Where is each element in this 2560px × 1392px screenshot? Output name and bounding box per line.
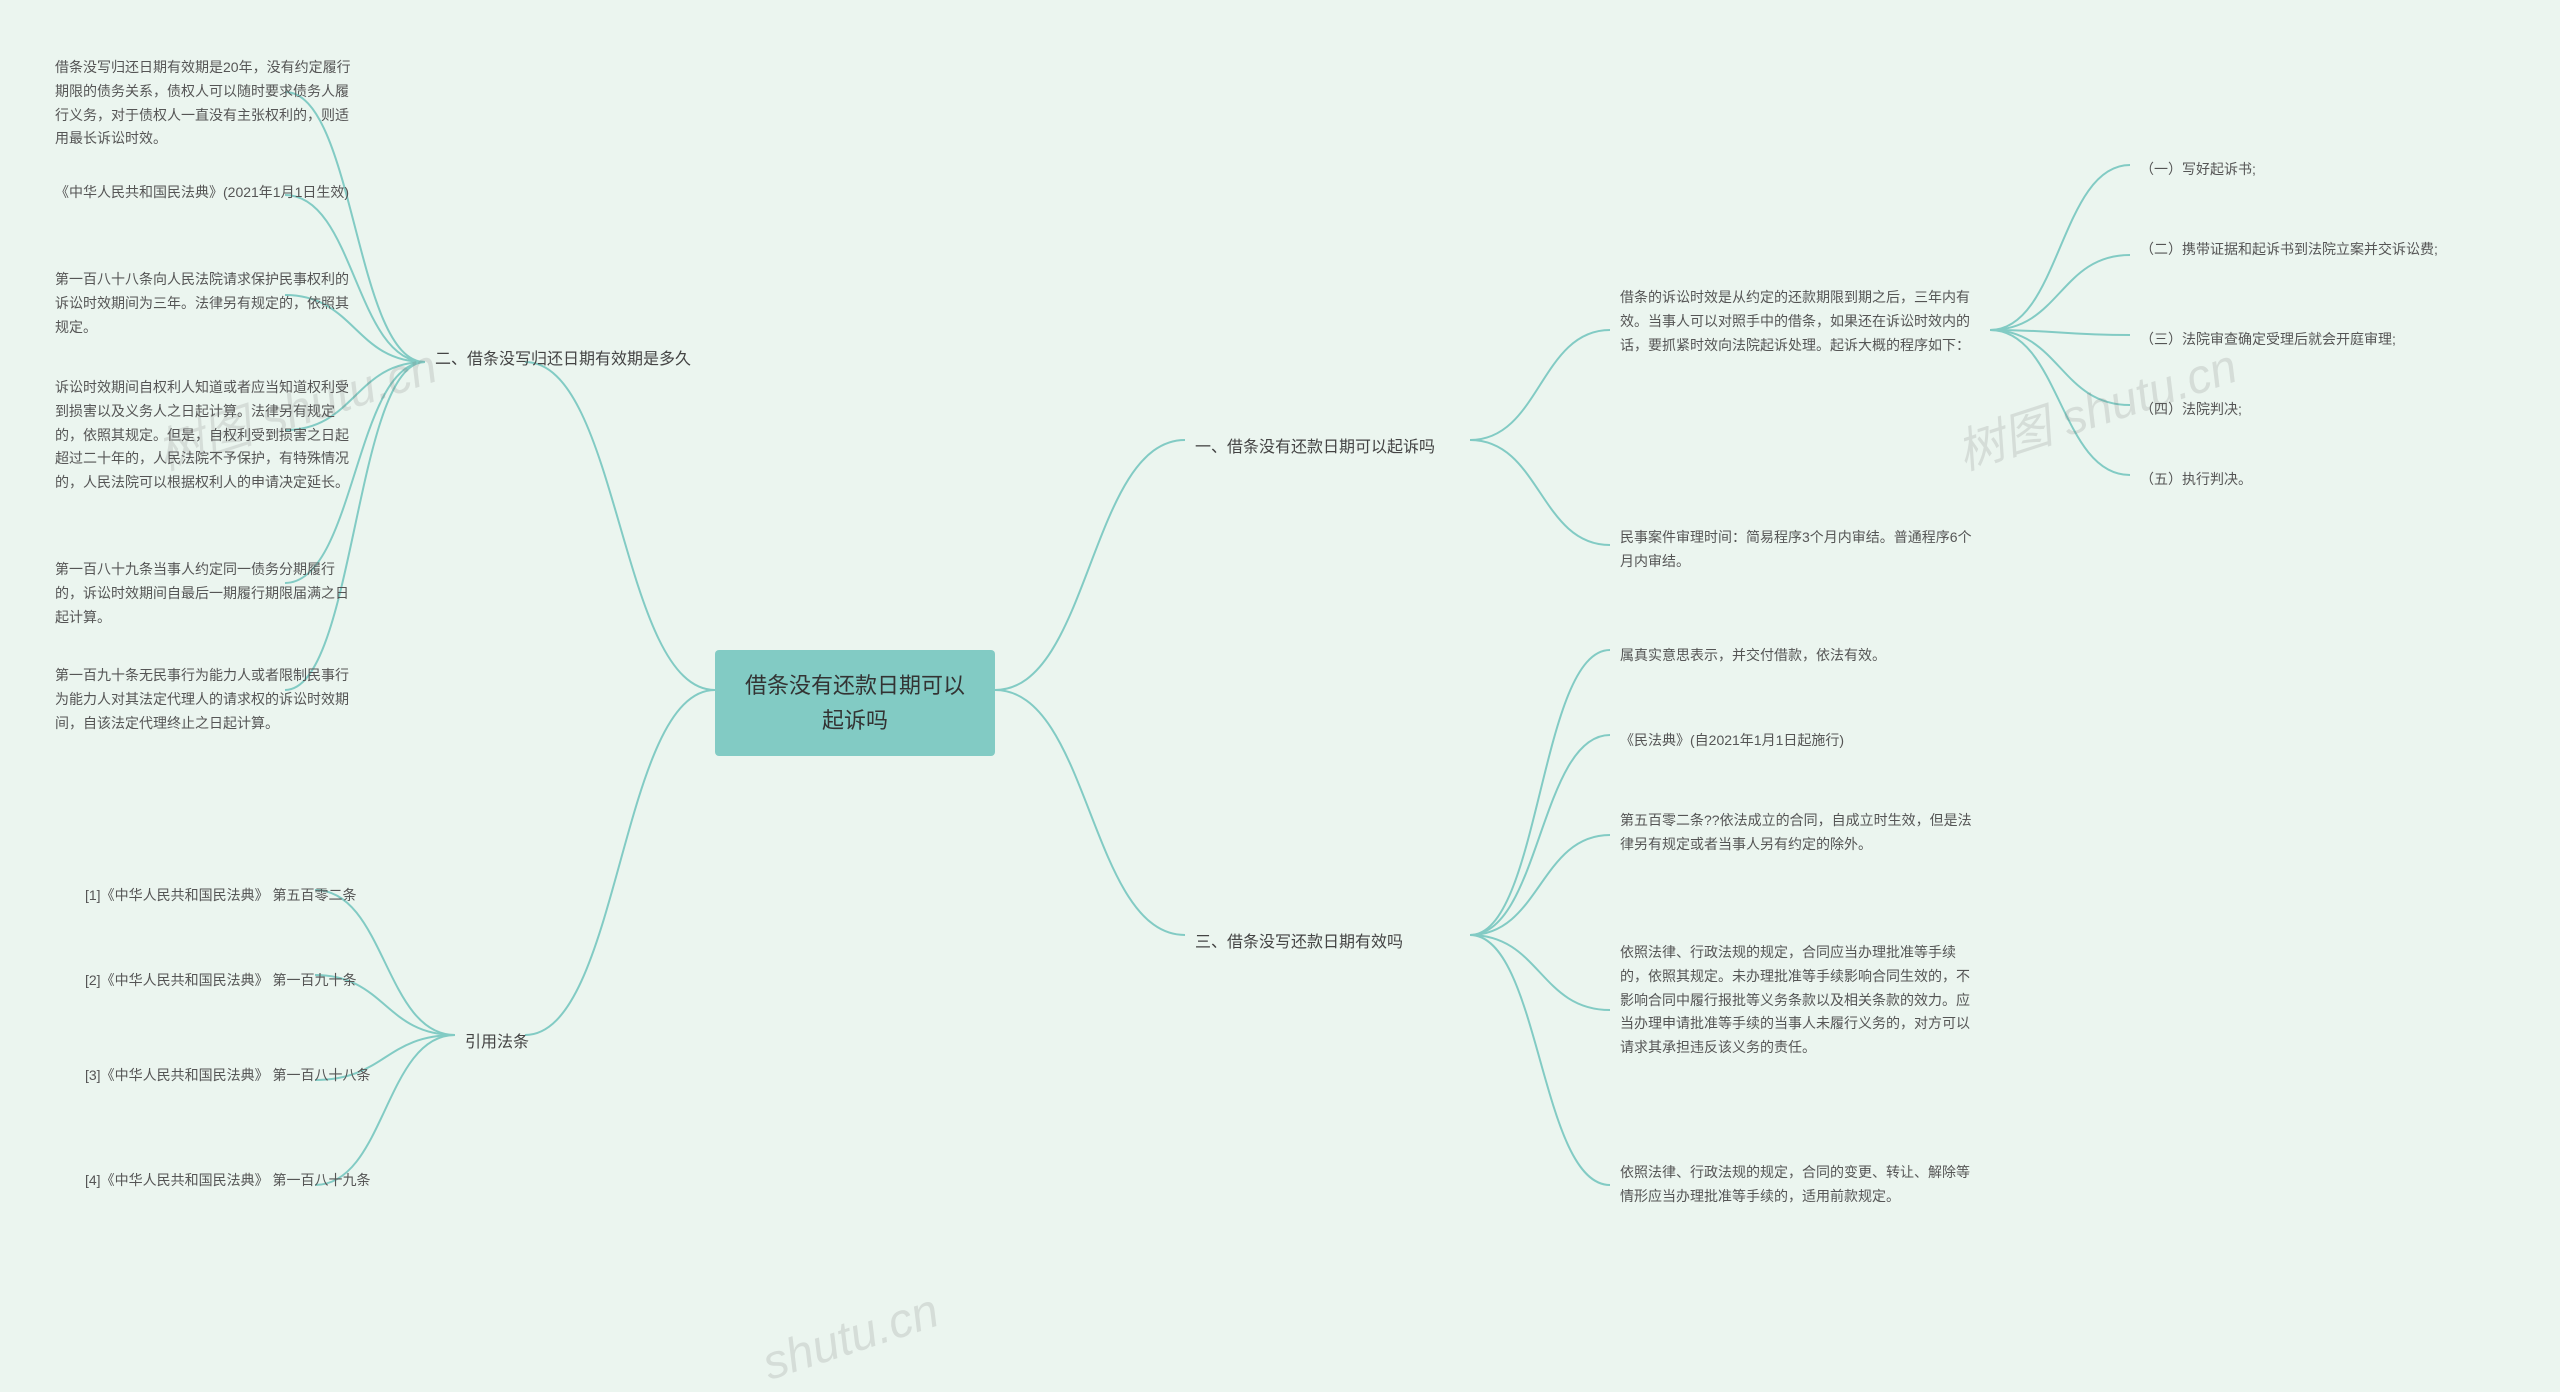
b4-n3: [3]《中华人民共和国民法典》 第一百八十八条 <box>75 1058 395 1094</box>
b2-n3: 第一百八十八条向人民法院请求保护民事权利的诉讼时效期间为三年。法律另有规定的，依… <box>45 262 365 345</box>
b4-n1: [1]《中华人民共和国民法典》 第五百零二条 <box>75 878 395 914</box>
b3-n2: 《民法典》(自2021年1月1日起施行) <box>1610 723 1990 759</box>
b1-n2: 民事案件审理时间：简易程序3个月内审结。普通程序6个月内审结。 <box>1610 520 1990 580</box>
b2-n1: 借条没写归还日期有效期是20年，没有约定履行期限的债务关系，债权人可以随时要求债… <box>45 50 365 157</box>
b2-n2: 《中华人民共和国民法典》(2021年1月1日生效) <box>45 175 365 211</box>
branch-4-label: 引用法条 <box>455 1023 575 1062</box>
branch-1-label: 一、借条没有还款日期可以起诉吗 <box>1185 428 1485 467</box>
center-node: 借条没有还款日期可以起诉吗 <box>715 650 995 756</box>
b2-n6: 第一百九十条无民事行为能力人或者限制民事行为能力人对其法定代理人的请求权的诉讼时… <box>45 658 365 741</box>
b2-n4: 诉讼时效期间自权利人知道或者应当知道权利受到损害以及义务人之日起计算。法律另有规… <box>45 370 365 501</box>
b1-n1-c1: （一）写好起诉书; <box>2130 152 2510 188</box>
b1-n1-c2: （二）携带证据和起诉书到法院立案并交诉讼费; <box>2130 232 2510 268</box>
b3-n5: 依照法律、行政法规的规定，合同的变更、转让、解除等情形应当办理批准等手续的，适用… <box>1610 1155 1990 1215</box>
b1-n1-c4: （四）法院判决; <box>2130 392 2510 428</box>
b3-n3: 第五百零二条??依法成立的合同，自成立时生效，但是法律另有规定或者当事人另有约定… <box>1610 803 1990 863</box>
b1-n1: 借条的诉讼时效是从约定的还款期限到期之后，三年内有效。当事人可以对照手中的借条，… <box>1610 280 1990 363</box>
connectors-svg <box>0 0 2560 1357</box>
b4-n4: [4]《中华人民共和国民法典》 第一百八十九条 <box>75 1163 395 1199</box>
branch-2-label: 二、借条没写归还日期有效期是多久 <box>425 340 705 379</box>
b1-n1-c3: （三）法院审查确定受理后就会开庭审理; <box>2130 322 2510 358</box>
b3-n1: 属真实意思表示，并交付借款，依法有效。 <box>1610 638 1990 674</box>
b1-n1-c5: （五）执行判决。 <box>2130 462 2510 498</box>
b2-n5: 第一百八十九条当事人约定同一债务分期履行的，诉讼时效期间自最后一期履行期限届满之… <box>45 552 365 635</box>
branch-3-label: 三、借条没写还款日期有效吗 <box>1185 923 1485 962</box>
watermark: shutu.cn <box>756 1283 946 1391</box>
b4-n2: [2]《中华人民共和国民法典》 第一百九十条 <box>75 963 395 999</box>
b3-n4: 依照法律、行政法规的规定，合同应当办理批准等手续的，依照其规定。未办理批准等手续… <box>1610 935 1990 1066</box>
